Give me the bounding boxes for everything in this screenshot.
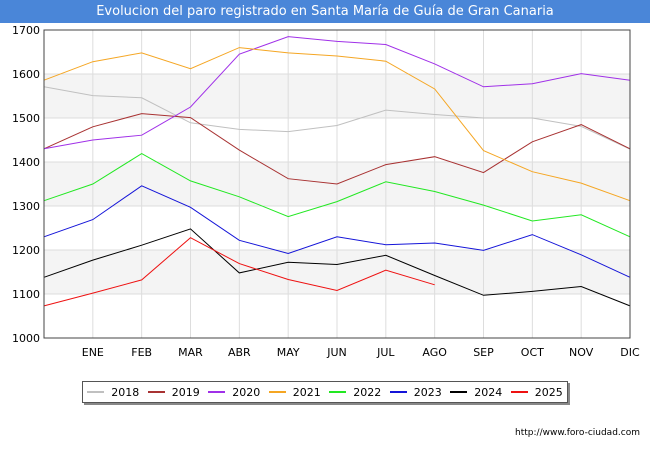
legend-entry-2021: 2021 — [268, 385, 321, 399]
y-tick-label: 1600 — [12, 68, 40, 81]
y-tick-label: 1300 — [12, 200, 40, 213]
legend-label: 2025 — [534, 385, 563, 399]
legend-entry-2019: 2019 — [147, 385, 200, 399]
legend-swatch — [389, 391, 407, 393]
y-tick-label: 1000 — [12, 332, 40, 345]
x-tick-label: ENE — [82, 346, 104, 359]
series-line-2024 — [43, 228, 631, 307]
chart-legend: 2018 2019 2020 2021 2022 2023 2024 2025 — [82, 381, 568, 403]
series-line-2020 — [43, 36, 631, 150]
source-url: http://www.foro-ciudad.com — [515, 428, 640, 438]
legend-swatch — [147, 391, 165, 393]
legend-label: 2019 — [171, 385, 200, 399]
legend-swatch — [268, 391, 286, 393]
legend-swatch — [510, 391, 528, 393]
legend-swatch — [329, 391, 347, 393]
series-lines — [43, 36, 631, 307]
x-tick-label: ABR — [228, 346, 251, 359]
legend-entry-2020: 2020 — [208, 386, 260, 399]
y-axis-ticks: 1000 1100 1200 1300 1400 1500 1600 1700 — [12, 24, 40, 345]
legend-label: 2021 — [292, 385, 321, 399]
legend-entry-2022: 2022 — [329, 386, 381, 399]
legend-label: 2024 — [474, 385, 503, 399]
legend-swatch — [450, 391, 468, 393]
legend-label: 2020 — [232, 385, 261, 399]
series-line-2023 — [43, 185, 631, 278]
y-tick-label: 1200 — [12, 244, 40, 257]
series-line-2022 — [43, 153, 631, 238]
plot-frame — [43, 29, 631, 339]
legend-swatch — [87, 391, 105, 393]
legend-entry-2025: 2025 — [510, 385, 563, 399]
y-tick-label: 1700 — [12, 24, 40, 37]
series-line-2019 — [43, 113, 631, 185]
x-tick-label: JUN — [326, 346, 347, 359]
y-tick-label: 1100 — [12, 288, 40, 301]
y-tick-label: 1500 — [12, 112, 40, 125]
x-tick-label: DIC — [620, 346, 640, 359]
legend-entry-2024: 2024 — [450, 386, 502, 399]
x-tick-label: NOV — [569, 346, 594, 359]
legend-swatch — [208, 391, 226, 393]
x-tick-label: JUL — [376, 346, 395, 359]
series-line-2025 — [43, 237, 435, 307]
x-tick-label: MAY — [277, 346, 300, 359]
chart-title: Evolucion del paro registrado en Santa M… — [0, 0, 650, 23]
y-tick-label: 1400 — [12, 156, 40, 169]
legend-entry-2023: 2023 — [389, 385, 442, 399]
legend-label: 2023 — [413, 385, 442, 399]
x-tick-label: MAR — [178, 346, 203, 359]
x-tick-label: SEP — [473, 346, 494, 359]
x-tick-label: OCT — [521, 346, 544, 359]
legend-entry-2018: 2018 — [87, 386, 139, 399]
series-line-2021 — [43, 47, 631, 202]
x-axis-ticks: ENE FEB MAR ABR MAY JUN JUL AGO SEP OCT NOV DIC — [82, 346, 640, 359]
legend-label: 2022 — [353, 385, 382, 399]
line-chart: 1000 1100 1200 1300 1400 1500 1600 1700 ENE FEB M… — [12, 24, 640, 359]
x-tick-label: AGO — [422, 346, 447, 359]
x-tick-label: FEB — [131, 346, 152, 359]
legend-label: 2018 — [111, 385, 140, 399]
series-line-2018 — [43, 86, 631, 150]
